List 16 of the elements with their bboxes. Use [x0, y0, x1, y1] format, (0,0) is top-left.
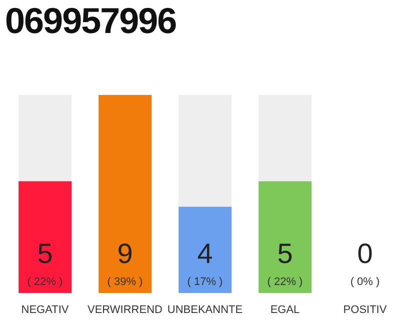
annotation: 9 [117, 238, 133, 269]
data-label: ( 39% ) [107, 276, 143, 288]
data-label: ( 22% ) [267, 276, 303, 288]
x-tick-label: NEGATIV [21, 304, 70, 316]
data-label: ( 0% ) [350, 276, 380, 288]
data-label: ( 22% ) [27, 276, 63, 288]
annotation: 5 [37, 238, 53, 269]
data-label: ( 17% ) [187, 276, 223, 288]
chart-title: 069957996 [5, 0, 176, 42]
annotation: 4 [197, 238, 213, 269]
x-tick-label: EGAL [270, 304, 300, 316]
x-tick-label: UNBEKANNTE [167, 304, 243, 316]
x-tick-label: POSITIV [343, 304, 388, 316]
x-tick-label: VERWIRREND [88, 304, 163, 316]
annotation: 0 [357, 238, 373, 269]
annotation: 5 [277, 238, 293, 269]
